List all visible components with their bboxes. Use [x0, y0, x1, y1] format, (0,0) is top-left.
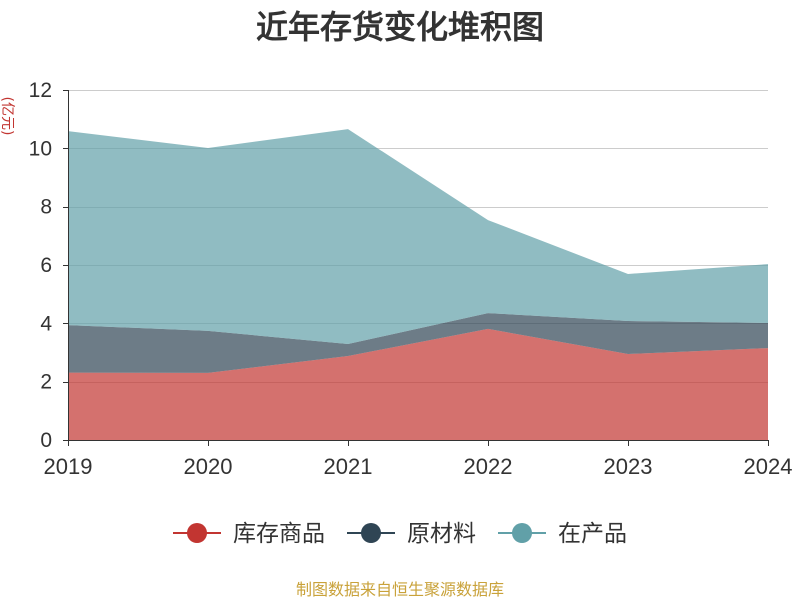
legend-item: 原材料 [347, 521, 476, 547]
source-note: 制图数据来自恒生聚源数据库 [296, 580, 504, 599]
x-tick-label: 2021 [324, 454, 373, 479]
legend: 库存商品 原材料 在产品 [173, 521, 627, 547]
legend-item: 在产品 [498, 521, 627, 547]
chart-title: 近年存货变化堆积图 [256, 8, 544, 46]
y-tick-label: 6 [40, 254, 52, 277]
y-tick-label: 0 [40, 429, 52, 452]
legend-circle-icon [361, 523, 381, 543]
legend-label: 在产品 [558, 521, 627, 547]
legend-circle-icon [187, 523, 207, 543]
area-series-1 [68, 328, 768, 440]
y-tick-label: 8 [40, 196, 52, 219]
legend-circle-icon [512, 523, 532, 543]
x-tick-label: 2019 [44, 454, 93, 479]
area-series-2 [68, 313, 768, 373]
axes: 0 2 4 6 8 10 12 2019 2020 2021 2022 2023 2024 [29, 79, 793, 479]
legend-label: 库存商品 [233, 521, 325, 547]
x-tick-label: 2022 [464, 454, 513, 479]
y-axis-unit-label: (亿元) [0, 97, 15, 136]
y-tick-label: 10 [29, 137, 52, 160]
y-tick-label: 4 [40, 312, 52, 335]
y-tick-label: 12 [29, 79, 52, 102]
area-series-3 [68, 129, 768, 344]
x-tick-label: 2023 [604, 454, 653, 479]
legend-item: 库存商品 [173, 521, 325, 547]
legend-label: 原材料 [407, 521, 476, 547]
x-tick-label: 2024 [744, 454, 793, 479]
stacked-areas [68, 129, 768, 440]
y-tick-label: 2 [40, 371, 52, 394]
x-tick-label: 2020 [184, 454, 233, 479]
